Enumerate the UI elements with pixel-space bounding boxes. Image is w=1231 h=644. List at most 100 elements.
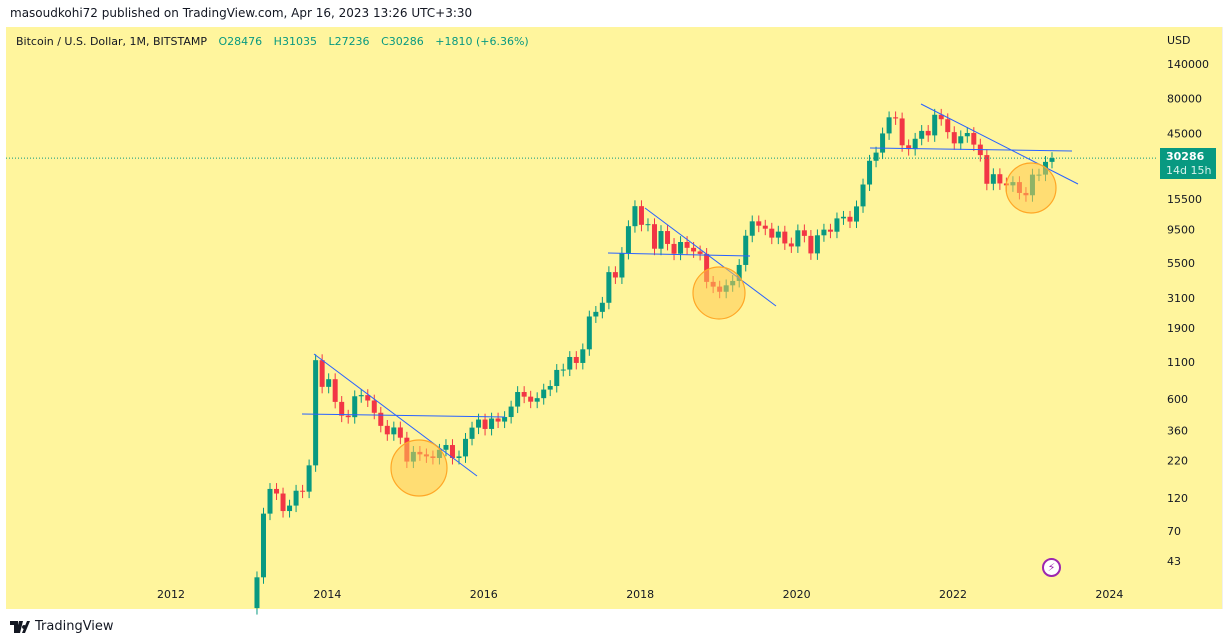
candle-body [580, 349, 586, 363]
footer-brand[interactable]: TradingView [10, 619, 114, 634]
candle [339, 396, 345, 423]
candle [1049, 152, 1055, 169]
candle [847, 210, 853, 229]
candle-body [827, 229, 833, 232]
candle [854, 200, 860, 229]
horizontal-line[interactable] [869, 147, 1073, 152]
candle [893, 111, 899, 125]
candle-body [919, 130, 925, 139]
candle-body [736, 264, 742, 281]
candle-body [606, 272, 612, 303]
candle-body [990, 174, 996, 184]
candle [678, 236, 684, 261]
price-tick: 15500 [1167, 193, 1202, 206]
highlight-circle[interactable] [390, 439, 448, 497]
candle-body [547, 386, 553, 390]
lightning-icon[interactable]: ⚡ [1042, 558, 1061, 577]
candle [391, 421, 397, 441]
candle-body [932, 114, 938, 136]
last-price-value: 30286 [1166, 150, 1205, 163]
candle [502, 411, 508, 429]
candle-body [534, 398, 540, 402]
candle [534, 392, 540, 409]
time-tick: 2012 [157, 588, 185, 601]
last-price-tag: 30286 14d 15h [1160, 148, 1216, 179]
candle-body [665, 231, 671, 244]
candle [775, 225, 781, 245]
candle [997, 168, 1003, 190]
candle-body [951, 132, 957, 144]
candle [632, 200, 638, 233]
candle-body [860, 184, 866, 207]
candle [958, 130, 964, 150]
candle [300, 484, 306, 499]
candle [254, 571, 260, 615]
candle-body [567, 356, 573, 370]
horizontal-line[interactable] [301, 413, 506, 418]
trendline[interactable] [920, 103, 1079, 185]
candle-body [463, 438, 469, 457]
candle [756, 215, 762, 233]
candle-body [788, 243, 794, 247]
candle [619, 247, 625, 284]
candle [319, 354, 325, 394]
candle [612, 266, 618, 284]
candle-body [997, 174, 1003, 184]
candle-body [573, 356, 579, 363]
candle-body [749, 221, 755, 236]
candle-body [782, 231, 788, 244]
candle [912, 132, 918, 156]
candle [560, 363, 566, 377]
candle-body [678, 241, 684, 254]
candle-body [541, 389, 547, 399]
candle-body [300, 490, 306, 492]
price-tick: 140000 [1167, 58, 1209, 71]
candle [645, 218, 651, 232]
candle-body [287, 505, 293, 512]
candle [489, 412, 495, 436]
candle-body [756, 221, 762, 226]
candle [697, 245, 703, 261]
horizontal-line[interactable] [607, 252, 751, 257]
price-tick: 80000 [1167, 92, 1202, 105]
candle [938, 108, 944, 126]
candle-body [274, 488, 280, 494]
candle [665, 225, 671, 251]
candle [378, 406, 384, 433]
candle-body [886, 117, 892, 134]
candle-body [984, 155, 990, 184]
candle-body [495, 418, 501, 422]
candle [573, 351, 579, 370]
candle-body [339, 401, 345, 416]
price-tick: 600 [1167, 393, 1188, 406]
highlight-circle[interactable] [1005, 162, 1057, 214]
candle-body [854, 206, 860, 222]
candle-body [795, 230, 801, 247]
candle-body [638, 206, 644, 225]
currency-label: USD [1167, 34, 1191, 47]
candle-body [378, 412, 384, 426]
chart-pane[interactable] [6, 27, 1223, 609]
time-tick: 2014 [313, 588, 341, 601]
highlight-circle[interactable] [692, 266, 746, 320]
publisher-line: masoudkohi72 published on TradingView.co… [10, 6, 473, 20]
candle-body [313, 360, 319, 466]
candle-body [593, 311, 599, 317]
candle [743, 229, 749, 272]
candle [925, 125, 931, 142]
price-tick: 45000 [1167, 128, 1202, 141]
candle-body [847, 216, 853, 222]
candle-body [449, 445, 455, 458]
candle-body [260, 513, 266, 578]
candle-body [365, 395, 371, 401]
candle-body [873, 152, 879, 161]
candle-body [769, 228, 775, 238]
candle [932, 108, 938, 142]
candle-body [762, 225, 768, 229]
trendline[interactable] [644, 207, 777, 307]
price-tick: 120 [1167, 492, 1188, 505]
candle-body [267, 488, 273, 514]
candle [899, 112, 905, 152]
candle-body [808, 235, 814, 254]
candle [964, 127, 970, 143]
